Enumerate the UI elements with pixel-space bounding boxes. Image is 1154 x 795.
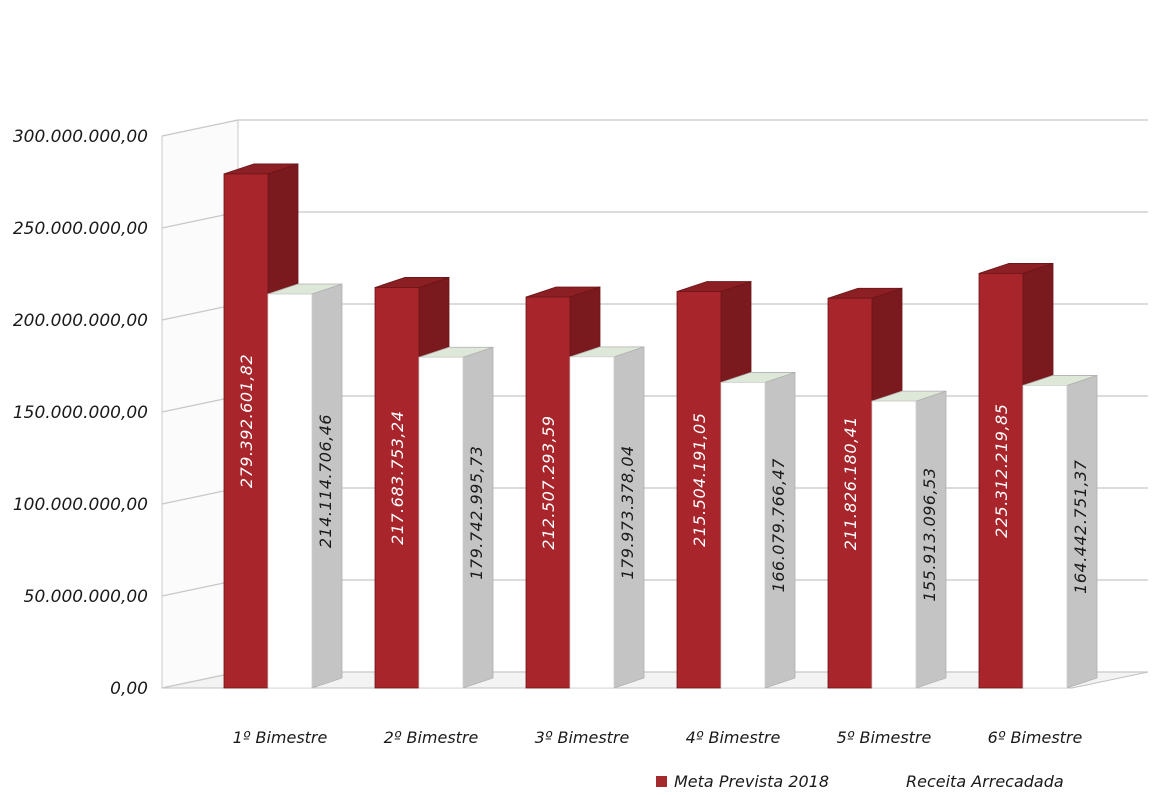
gridline	[161, 119, 1148, 137]
y-tick-label: 50.000.000,00	[24, 587, 148, 607]
value-label-receita: 179.973.378,04	[618, 445, 637, 579]
bar-receita-front	[418, 356, 464, 689]
bar-receita-6: 164.442.751,37	[1022, 374, 1098, 689]
bar-receita-front	[267, 293, 313, 689]
y-axis-ticks: 0,00 50.000.000,00 100.000.000,00 150.000.0…	[13, 127, 148, 699]
bar-receita-3: 179.973.378,04	[569, 346, 645, 689]
bar-receita-1: 214.114.706,46	[267, 283, 343, 689]
legend-label-meta: Meta Prevista 2018	[674, 772, 829, 791]
legend-swatch-meta	[656, 776, 667, 787]
value-label-meta: 279.392.601,82	[237, 354, 256, 488]
value-label-receita: 166.079.766,47	[769, 458, 788, 593]
bar-meta-front	[676, 291, 722, 689]
legend: Meta Prevista 2018 Receita Arrecadada	[656, 772, 1064, 791]
legend-label-receita: Receita Arrecadada	[906, 772, 1064, 791]
bar-receita-5: 155.913.096,53	[871, 390, 947, 689]
value-label-meta: 212.507.293,59	[539, 415, 558, 549]
bar-meta-front	[525, 296, 571, 689]
category-label-1: 1º Bimestre	[233, 728, 328, 747]
value-label-receita: 214.114.706,46	[316, 414, 335, 548]
category-label-4: 4º Bimestre	[686, 728, 781, 747]
y-tick-label: 150.000.000,00	[13, 403, 148, 423]
bar-meta-front	[374, 287, 420, 689]
bar-receita-front	[871, 400, 917, 689]
value-label-meta: 215.504.191,05	[690, 413, 709, 547]
value-label-receita: 155.913.096,53	[920, 467, 939, 601]
bar-receita-front	[720, 382, 766, 689]
y-tick-label: 100.000.000,00	[13, 495, 148, 515]
category-label-5: 5º Bimestre	[837, 728, 932, 747]
value-label-receita: 164.442.751,37	[1071, 459, 1090, 594]
bar-receita-2: 179.742.995,73	[418, 346, 494, 689]
category-label-3: 3º Bimestre	[535, 728, 630, 747]
value-label-receita: 179.742.995,73	[467, 446, 486, 580]
bar-meta-front	[978, 273, 1024, 689]
bar-receita-front	[1022, 385, 1068, 689]
y-tick-label: 250.000.000,00	[13, 219, 148, 239]
category-labels: 1º Bimestre 2º Bimestre 3º Bimestre 4º Bime…	[233, 728, 1083, 747]
y-tick-label: 0,00	[110, 679, 148, 699]
bar-receita-4: 166.079.766,47	[720, 371, 796, 689]
y-tick-label: 200.000.000,00	[13, 311, 148, 331]
y-tick-label: 300.000.000,00	[13, 127, 148, 147]
bar-receita-front	[569, 356, 615, 689]
bar-meta-front	[827, 297, 873, 689]
value-label-meta: 217.683.753,24	[388, 411, 407, 545]
category-label-2: 2º Bimestre	[384, 728, 479, 747]
category-label-6: 6º Bimestre	[988, 728, 1083, 747]
value-label-meta: 211.826.180,41	[841, 416, 860, 550]
value-label-meta: 225.312.219,85	[992, 404, 1011, 538]
bar-meta-front	[223, 173, 269, 689]
gridline	[161, 211, 1148, 229]
bars: 279.392.601,82 214.114.706,46 217.683.753,…	[223, 163, 1098, 689]
